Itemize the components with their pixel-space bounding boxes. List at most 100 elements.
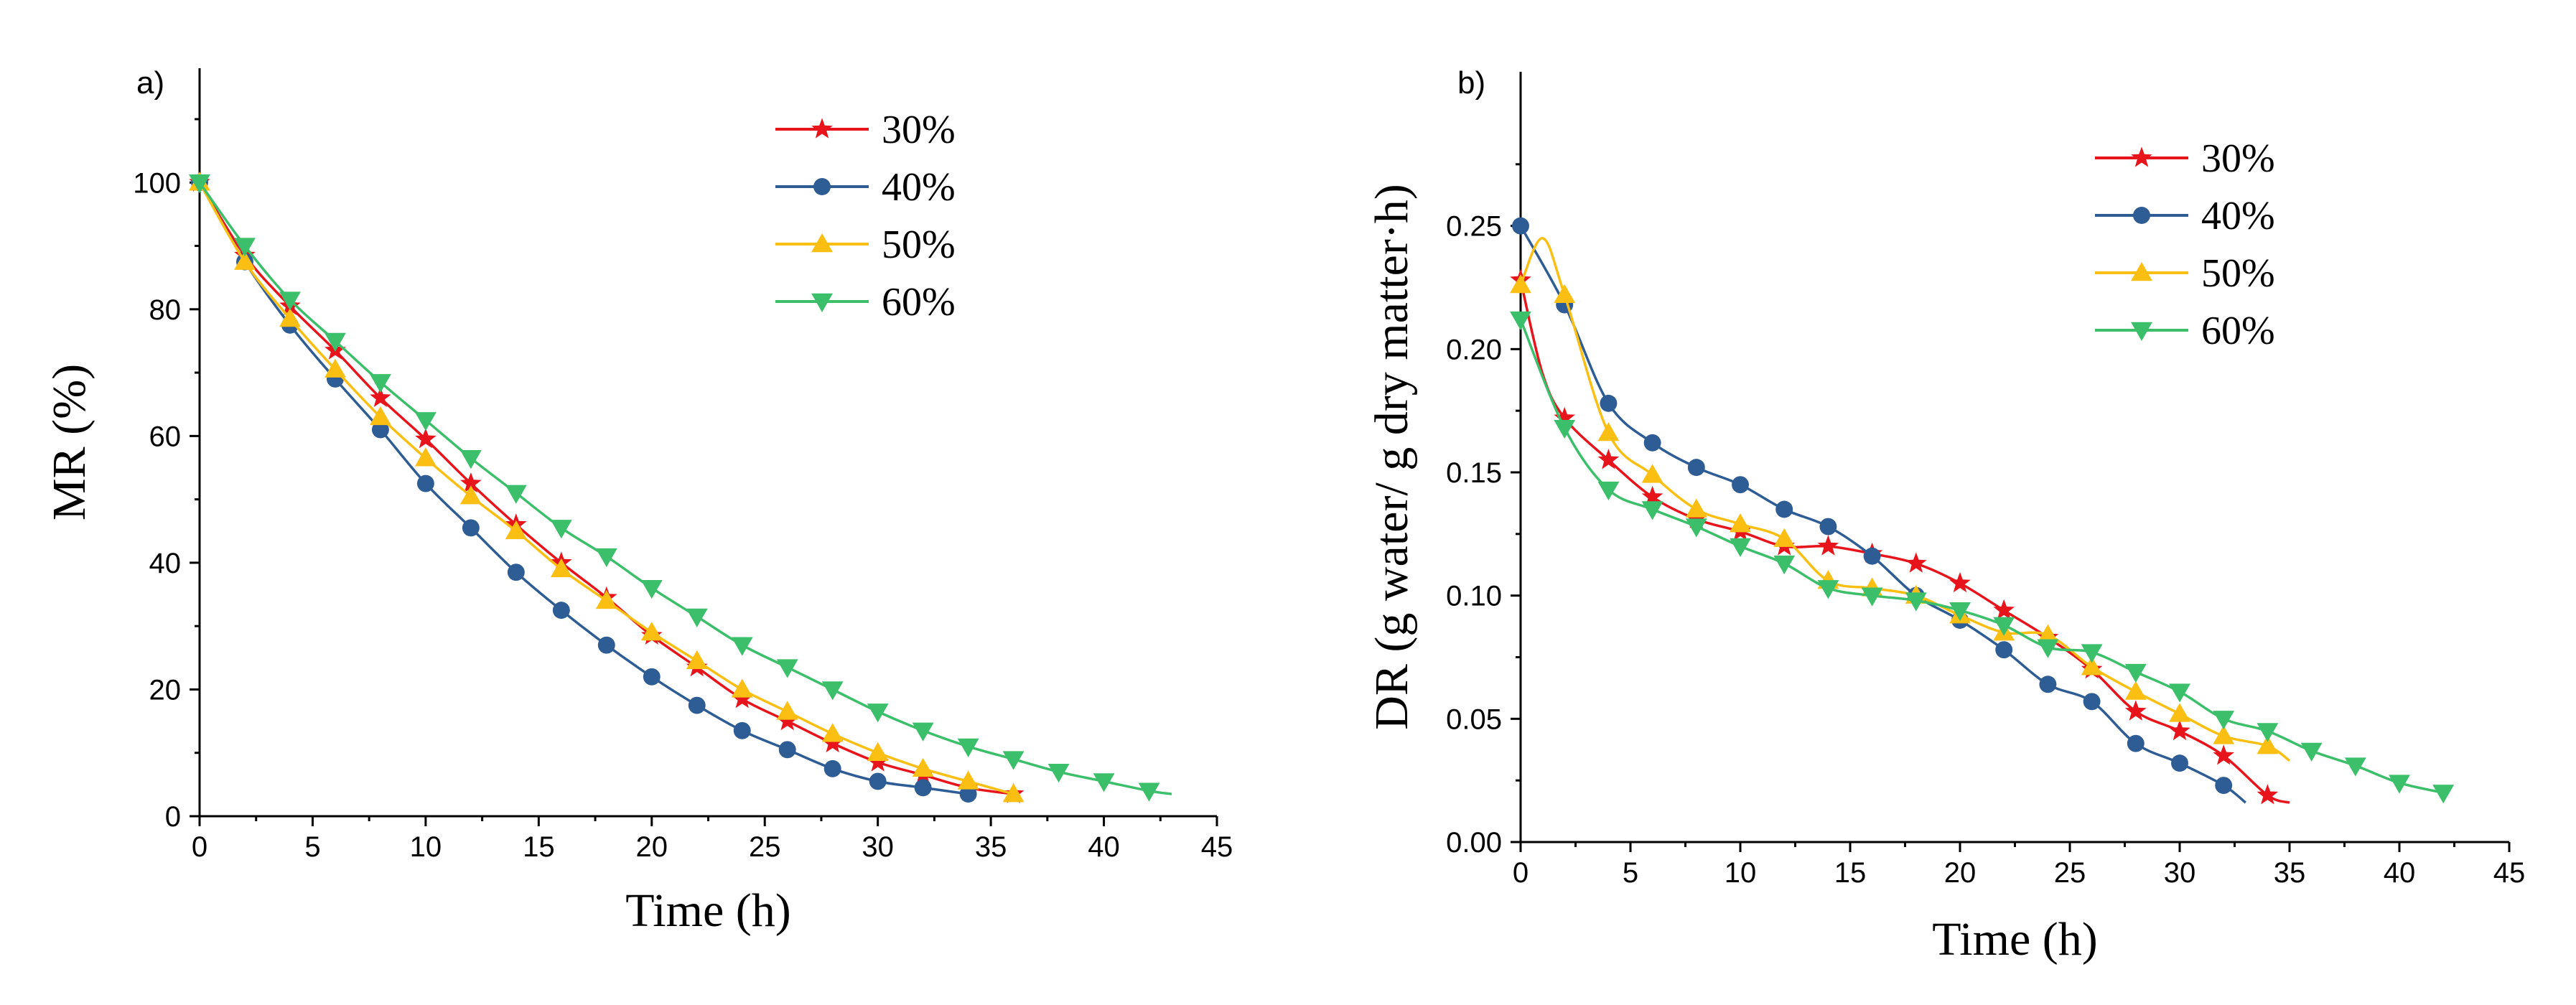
data-point xyxy=(821,723,844,742)
legend-marker xyxy=(811,118,833,139)
data-point xyxy=(869,772,887,790)
data-point xyxy=(1995,641,2013,659)
series-50pct xyxy=(1510,237,2291,762)
x-tick-label: 15 xyxy=(523,831,555,863)
legend-label: 40% xyxy=(882,165,956,210)
series-line xyxy=(1519,279,2290,804)
data-point xyxy=(459,450,482,469)
data-point xyxy=(957,770,979,790)
data-point xyxy=(1138,782,1160,802)
legend-label: 60% xyxy=(2201,309,2275,353)
data-point xyxy=(1730,538,1751,557)
data-point xyxy=(234,238,256,257)
data-point xyxy=(2125,700,2147,721)
data-point xyxy=(1775,500,1793,518)
data-point xyxy=(597,636,615,654)
data-point xyxy=(2169,703,2190,722)
legend-label: 50% xyxy=(2201,251,2275,296)
legend-label: 40% xyxy=(2201,194,2275,238)
data-point xyxy=(2389,775,2410,794)
series-60pct xyxy=(1510,311,2455,804)
x-tick-label: 20 xyxy=(1944,857,1977,889)
data-point xyxy=(912,722,934,742)
series-30pct xyxy=(1510,268,2290,805)
data-point xyxy=(1993,617,2015,636)
x-tick-label: 5 xyxy=(1623,857,1638,889)
data-point xyxy=(595,589,617,609)
panel-label: a) xyxy=(136,65,164,100)
data-point xyxy=(460,472,482,493)
data-point xyxy=(414,447,437,467)
data-point xyxy=(686,608,708,627)
y-axis-title: MR (%) xyxy=(43,364,95,520)
data-point xyxy=(2124,663,2147,683)
data-point xyxy=(914,779,932,797)
data-point xyxy=(550,558,572,577)
legend: 30% 40% 50% 60% xyxy=(2095,136,2275,353)
data-point xyxy=(867,704,889,723)
data-point xyxy=(1512,217,1529,235)
data-point xyxy=(733,721,751,739)
data-point xyxy=(324,332,346,352)
data-point xyxy=(595,548,617,568)
legend-marker xyxy=(2133,207,2150,224)
data-point xyxy=(640,580,663,599)
series-line xyxy=(198,182,1014,795)
data-point xyxy=(912,757,934,777)
series-50pct xyxy=(189,172,1025,803)
data-point xyxy=(1686,508,1707,528)
data-point xyxy=(1510,311,1531,331)
y-tick-label: 0.25 xyxy=(1446,211,1502,243)
x-axis-title: Time (h) xyxy=(625,884,790,937)
data-point xyxy=(1510,274,1531,294)
legend-marker xyxy=(811,293,833,312)
data-point xyxy=(2037,639,2059,658)
data-point xyxy=(415,428,437,449)
data-point xyxy=(1949,571,1971,593)
legend-label: 30% xyxy=(2201,136,2275,181)
legend: 30% 40% 50% 60% xyxy=(775,108,956,324)
data-point xyxy=(2081,644,2103,663)
data-point xyxy=(2083,693,2101,711)
data-point xyxy=(2039,676,2057,693)
data-point xyxy=(731,688,753,709)
x-tick-label: 15 xyxy=(1834,857,1867,889)
data-point xyxy=(1685,498,1707,518)
series-line xyxy=(198,182,969,795)
data-point xyxy=(1597,449,1620,469)
data-point xyxy=(2169,719,2190,741)
data-point xyxy=(1861,587,1883,607)
x-tick-label: 25 xyxy=(749,831,781,863)
y-tick-label: 100 xyxy=(133,167,181,199)
data-point xyxy=(1949,602,1971,622)
x-tick-label: 40 xyxy=(1088,831,1120,863)
data-point xyxy=(279,308,301,327)
data-point xyxy=(2213,725,2235,744)
x-tick-label: 10 xyxy=(1725,857,1757,889)
data-point xyxy=(867,751,889,772)
x-tick-label: 0 xyxy=(1513,857,1529,889)
data-point xyxy=(778,741,796,759)
data-point xyxy=(1819,518,1837,536)
data-point xyxy=(2432,785,2455,804)
data-point xyxy=(1002,783,1025,803)
data-point xyxy=(1597,481,1620,500)
data-point xyxy=(505,485,527,504)
y-tick-label: 0.10 xyxy=(1446,581,1502,612)
data-point xyxy=(1093,773,1115,793)
data-point xyxy=(1732,476,1749,494)
data-point xyxy=(1905,592,1927,612)
data-point xyxy=(1600,394,1618,412)
y-axis-title: DR (g water/ g dry matter·h) xyxy=(1366,184,1418,730)
x-tick-label: 10 xyxy=(410,831,442,863)
data-point xyxy=(1817,580,1839,599)
x-tick-label: 30 xyxy=(2164,857,2196,889)
data-point xyxy=(1597,422,1620,441)
data-point xyxy=(550,520,572,539)
data-point xyxy=(1641,501,1663,520)
data-point xyxy=(1863,547,1881,565)
data-point xyxy=(821,681,844,701)
data-point xyxy=(1687,459,1705,477)
data-point xyxy=(2213,744,2234,765)
